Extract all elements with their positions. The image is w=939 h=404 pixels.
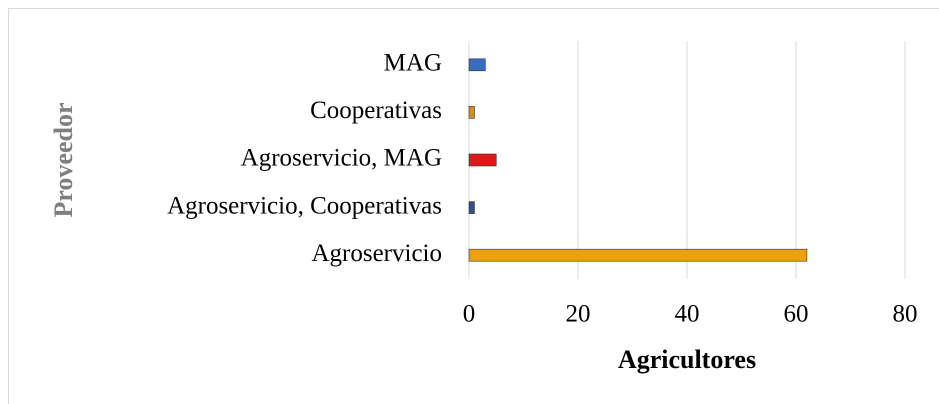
bar — [468, 201, 475, 214]
x-tick-label: 20 — [566, 301, 591, 328]
x-tick-label: 80 — [893, 301, 918, 328]
x-tick-label: 0 — [463, 301, 476, 328]
y-tick-label: Agroservicio, MAG — [241, 145, 442, 172]
bar — [468, 248, 808, 262]
chart-frame — [8, 8, 939, 404]
x-axis-title: Agricultores — [618, 345, 756, 374]
y-tick-label: Agroservicio — [311, 240, 442, 267]
x-tick-label: 40 — [675, 301, 700, 328]
y-tick-label: Agroservicio, Cooperativas — [167, 192, 442, 219]
y-tick-label: Cooperativas — [310, 97, 442, 124]
y-axis-title: Proveedor — [49, 102, 78, 217]
x-tick-label: 60 — [784, 301, 809, 328]
bar — [468, 106, 475, 119]
y-tick-label: MAG — [384, 50, 442, 77]
bar — [468, 58, 486, 72]
bar — [468, 153, 497, 167]
